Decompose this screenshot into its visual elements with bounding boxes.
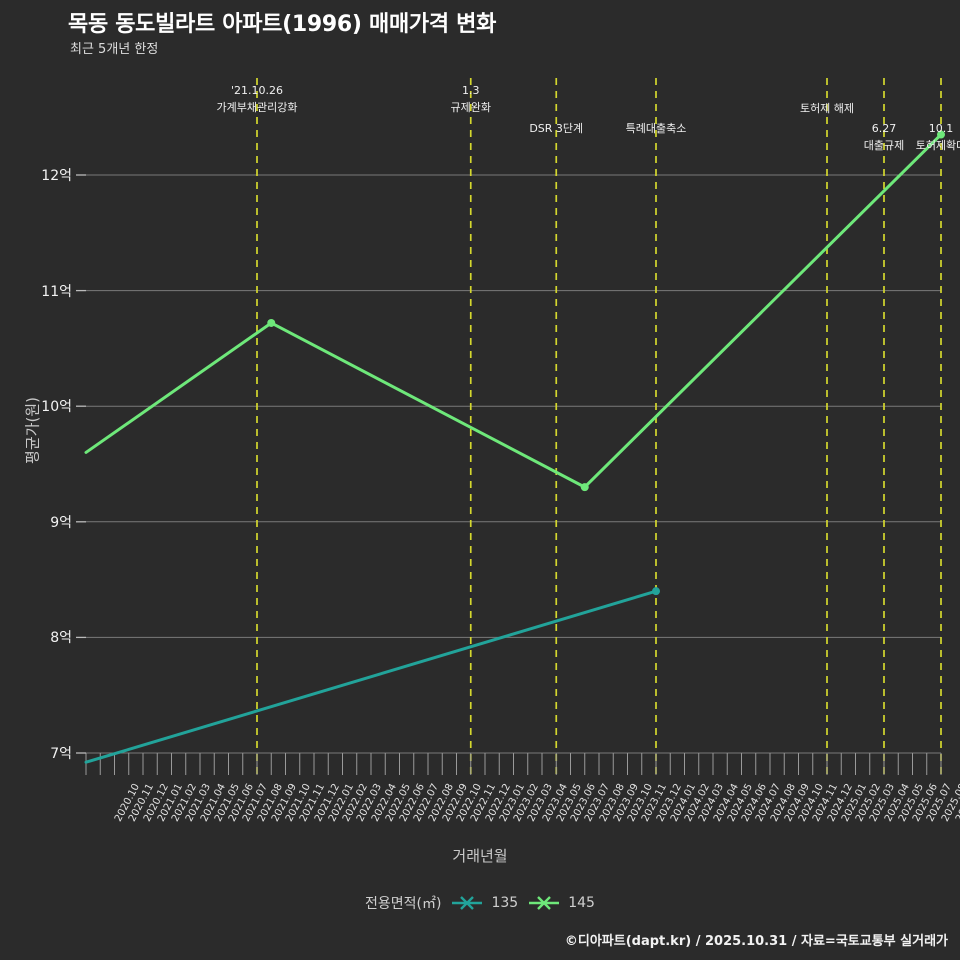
- legend-marker-icon: [452, 896, 483, 910]
- annotation-text: 토허제 해제: [799, 102, 855, 115]
- annotation-text: 가계부채관리강화: [216, 101, 298, 114]
- chart-subtitle: 최근 5개년 한정: [70, 42, 159, 57]
- annotation-date-label: 10.1: [928, 122, 954, 135]
- series-line-135: [84, 589, 658, 764]
- data-point: [580, 483, 589, 492]
- y-tick-label: 12억: [41, 168, 72, 184]
- annotation-date-label: '21.10.26: [230, 84, 284, 97]
- annotation-text: 특례대출축소: [625, 122, 687, 135]
- y-tick-label: 8억: [50, 630, 72, 647]
- legend-entry-145[interactable]: 145: [529, 895, 595, 911]
- y-tick-label: 10억: [41, 399, 72, 416]
- y-axis-title: 평균가(원): [23, 397, 42, 464]
- legend-entry-label: 145: [568, 895, 595, 911]
- legend-entry-label: 135: [491, 895, 519, 911]
- page-title: 목동 동도빌라트 아파트(1996) 매매가격 변화: [68, 12, 497, 37]
- annotation-text: DSR 3단계: [529, 122, 584, 135]
- annotation-text: 규제완화: [450, 101, 491, 114]
- y-tick-label: 11억: [41, 283, 72, 300]
- y-tick-label: 7억: [50, 746, 72, 762]
- annotation-date-label: 6.27: [871, 122, 897, 135]
- data-point: [267, 318, 276, 327]
- annotation-text: 토허제확대: [915, 139, 960, 152]
- y-tick-label: 9억: [50, 514, 72, 531]
- data-point: [652, 587, 660, 596]
- chart-legend: 전용면적(㎡) 135 145: [0, 893, 960, 913]
- legend-marker-icon: [529, 896, 560, 910]
- legend-entry-135[interactable]: 135: [452, 895, 518, 911]
- footer-credit: ©디아파트(dapt.kr) / 2025.10.31 / 자료=국토교통부 실…: [564, 934, 948, 949]
- annotation-date-label: 1.3: [462, 84, 480, 97]
- x-axis-title: 거래년월: [452, 847, 508, 865]
- legend-title: 전용면적(㎡): [365, 896, 442, 912]
- series-line-145: [84, 133, 943, 489]
- annotation-text: 대출규제: [863, 139, 905, 152]
